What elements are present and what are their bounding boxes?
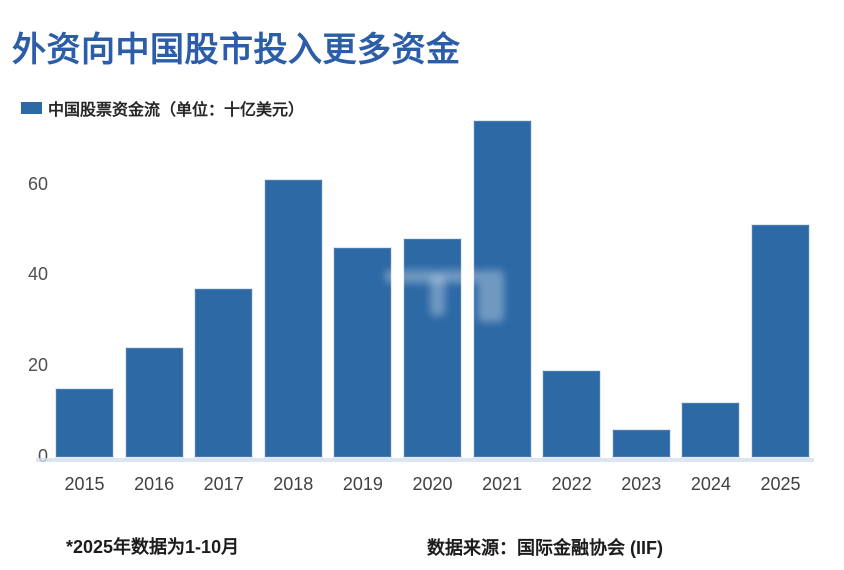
x-label-2017: 2017	[203, 474, 244, 494]
x-label-2015: 2015	[64, 474, 105, 494]
bar-2021	[473, 121, 531, 457]
x-label-2019: 2019	[342, 474, 383, 494]
bar-2019	[334, 248, 392, 457]
x-label-2022: 2022	[551, 474, 592, 494]
square-swatch-icon	[21, 102, 42, 114]
x-label-2023: 2023	[621, 474, 662, 494]
bar-2018	[264, 180, 322, 457]
legend: 中国股票资金流（单位：十亿美元）	[21, 96, 304, 120]
bar-2017	[195, 289, 253, 457]
x-label-2018: 2018	[273, 474, 314, 494]
y-tick-40: 40	[27, 264, 48, 285]
x-label-2025: 2025	[760, 474, 801, 494]
footnote-left: *2025年数据为1-10月	[66, 537, 240, 557]
bar-2022	[543, 370, 601, 457]
baseline	[36, 458, 814, 462]
footnote-source: 数据来源：国际金融协会 (IIF)	[427, 538, 663, 558]
y-tick-0: 0	[37, 446, 48, 466]
x-label-2024: 2024	[690, 474, 731, 494]
bar-2020	[404, 239, 461, 457]
x-label-2016: 2016	[134, 474, 175, 494]
bar-2023	[612, 429, 670, 457]
bar-2015	[56, 388, 113, 457]
x-label-2021: 2021	[482, 474, 523, 494]
bar-2025	[752, 225, 809, 457]
y-tick-60: 60	[27, 173, 48, 194]
legend-label: 中国股票资金流（单位：十亿美元）	[48, 102, 305, 119]
x-label-2020: 2020	[412, 474, 453, 494]
bar-2024	[682, 402, 740, 457]
y-tick-20: 20	[27, 355, 48, 376]
bar-2016	[125, 348, 183, 457]
chart-title: 外资向中国股市投入更多资金	[12, 31, 461, 69]
